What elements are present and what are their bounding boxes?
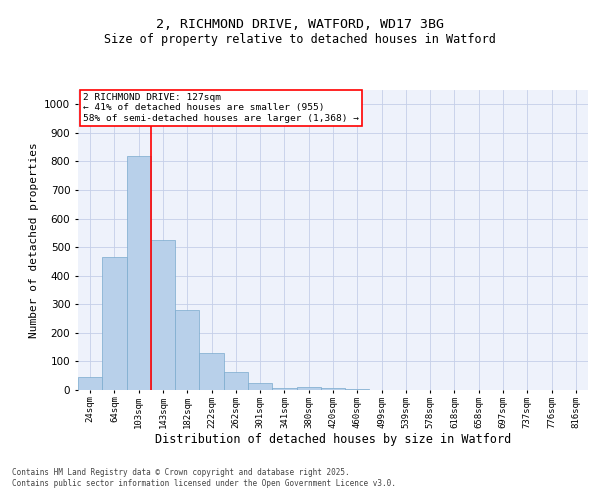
Bar <box>224 372 248 390</box>
Text: Size of property relative to detached houses in Watford: Size of property relative to detached ho… <box>104 32 496 46</box>
Y-axis label: Number of detached properties: Number of detached properties <box>29 142 38 338</box>
Bar <box>175 310 199 390</box>
Bar <box>151 240 175 390</box>
Bar <box>248 384 272 390</box>
Bar <box>272 388 296 390</box>
Bar <box>199 354 224 390</box>
Text: 2, RICHMOND DRIVE, WATFORD, WD17 3BG: 2, RICHMOND DRIVE, WATFORD, WD17 3BG <box>156 18 444 30</box>
Text: Contains HM Land Registry data © Crown copyright and database right 2025.
Contai: Contains HM Land Registry data © Crown c… <box>12 468 396 487</box>
Bar <box>321 388 345 390</box>
X-axis label: Distribution of detached houses by size in Watford: Distribution of detached houses by size … <box>155 434 511 446</box>
Bar <box>78 376 102 390</box>
Text: 2 RICHMOND DRIVE: 127sqm
← 41% of detached houses are smaller (955)
58% of semi-: 2 RICHMOND DRIVE: 127sqm ← 41% of detach… <box>83 93 359 123</box>
Bar <box>296 387 321 390</box>
Bar <box>102 257 127 390</box>
Bar <box>127 156 151 390</box>
